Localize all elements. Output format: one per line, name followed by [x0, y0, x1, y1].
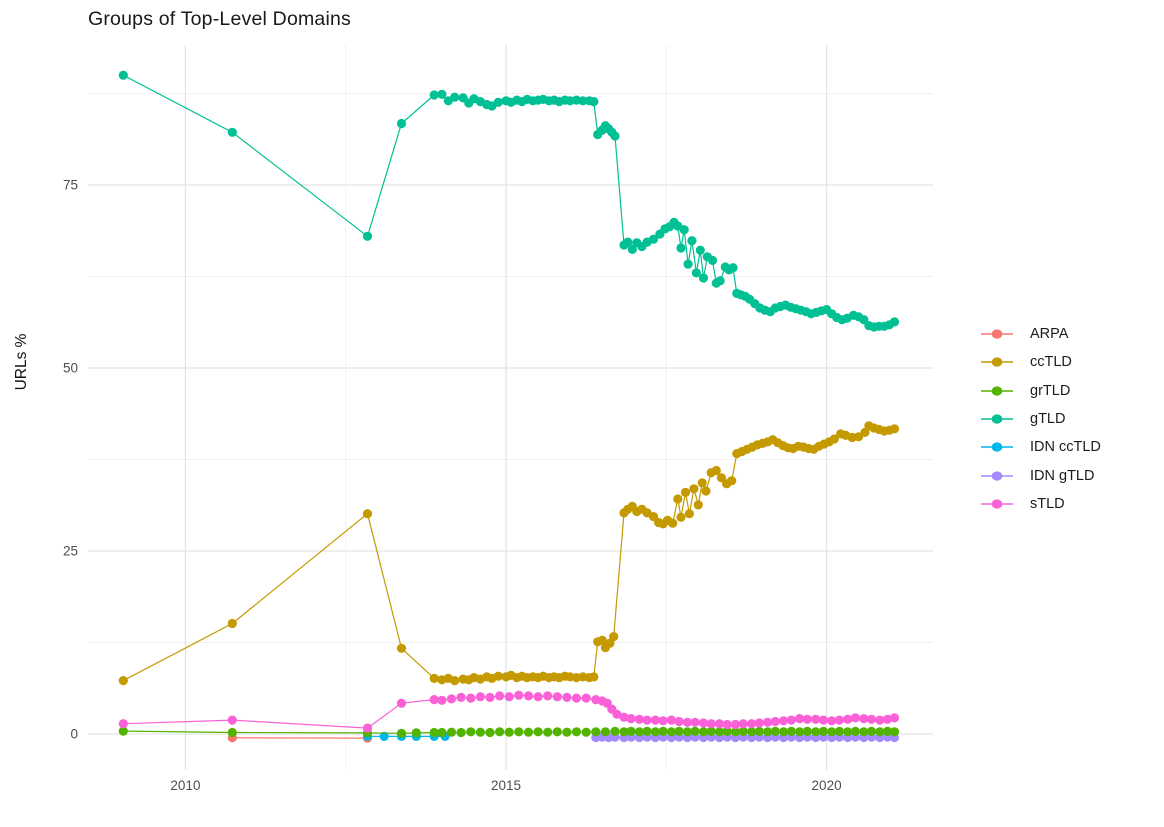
legend-item-grtld: grTLD [980, 377, 1101, 405]
chart-title: Groups of Top-Level Domains [88, 8, 352, 30]
legend-item-cctld: ccTLD [980, 348, 1101, 376]
legend-item-arpa: ARPA [980, 320, 1101, 348]
svg-text:2015: 2015 [491, 778, 521, 793]
axis-tick-labels: 0 25 50 75 2010 2015 2020 [63, 178, 842, 793]
svg-text:0: 0 [70, 726, 78, 741]
legend-item-gtld: gTLD [980, 405, 1101, 433]
legend-key-icon [981, 499, 1013, 509]
series-cctld [118, 421, 900, 686]
legend-item-idn-cctld: IDN ccTLD [980, 433, 1101, 461]
legend-key-icon [981, 414, 1013, 424]
series-gtld [118, 70, 900, 332]
grid-major [88, 45, 933, 770]
legend-key-icon [981, 386, 1013, 396]
legend-label: ARPA [1030, 326, 1069, 343]
legend-key-icon [981, 329, 1013, 339]
legend-item-stld: sTLD [980, 490, 1101, 518]
grid-minor [88, 45, 933, 770]
legend-label: grTLD [1030, 382, 1071, 399]
svg-text:25: 25 [63, 543, 78, 558]
svg-text:2010: 2010 [170, 778, 200, 793]
legend-label: IDN ccTLD [1030, 439, 1101, 456]
svg-text:75: 75 [63, 178, 78, 193]
svg-text:50: 50 [63, 361, 78, 376]
legend: ARPA ccTLD grTLD gTLD IDN ccTLD IDN gTLD sTLD [980, 320, 1101, 518]
legend-key-icon [981, 471, 1013, 481]
legend-label: ccTLD [1030, 354, 1072, 371]
legend-key-icon [981, 442, 1013, 452]
series-stld [118, 690, 900, 733]
legend-label: IDN gTLD [1030, 467, 1095, 484]
svg-text:2020: 2020 [812, 778, 842, 793]
legend-label: sTLD [1030, 495, 1065, 512]
legend-key-icon [981, 357, 1013, 368]
series-grtld [118, 726, 900, 738]
legend-label: gTLD [1030, 411, 1066, 428]
legend-item-idn-gtld: IDN gTLD [980, 461, 1101, 489]
